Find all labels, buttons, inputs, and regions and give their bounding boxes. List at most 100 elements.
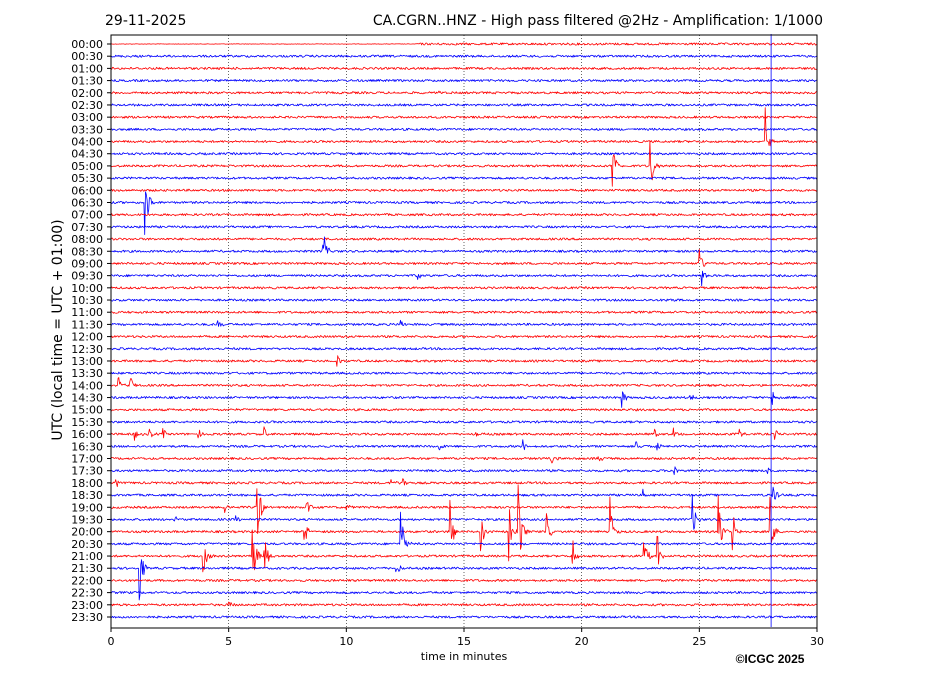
- y-tick-label: 02:00: [71, 87, 103, 100]
- trace-row-0430: [110, 152, 818, 156]
- trace-row-1000: [110, 286, 818, 290]
- y-tick-label: 00:30: [71, 50, 103, 63]
- trace-row-2000: [110, 484, 817, 562]
- trace-row-2100: [111, 529, 818, 573]
- copyright-logo: ©ICGC 2025: [736, 652, 805, 666]
- x-axis: 0 5 10 15 20 25 30: [108, 628, 824, 648]
- y-tick-label: 03:30: [71, 123, 103, 136]
- y-tick-label: 05:30: [71, 172, 103, 185]
- trace-row-1400: [110, 377, 818, 388]
- y-tick-label: 23:00: [71, 599, 103, 612]
- trace-row-0300: [110, 115, 818, 119]
- trace-row-1700: [110, 456, 818, 464]
- trace-row-0330: [110, 127, 818, 131]
- y-tick-label: 18:30: [71, 489, 103, 502]
- y-tick-label: 23:30: [71, 611, 103, 624]
- y-tick-label: 21:30: [71, 562, 103, 575]
- y-tick-label: 04:00: [71, 136, 103, 149]
- trace-row-1330: [110, 371, 818, 375]
- trace-row-1830: [110, 486, 818, 500]
- y-tick-label: 13:00: [71, 355, 103, 368]
- trace-row-0000: [110, 42, 818, 46]
- grid-lines: [228, 35, 700, 628]
- y-tick-label: 19:30: [71, 513, 103, 526]
- y-tick-label: 12:00: [71, 331, 103, 344]
- trace-row-0130: [110, 79, 818, 83]
- trace-row-1200: [110, 335, 818, 339]
- y-tick-label: 11:30: [71, 318, 103, 331]
- y-tick-label: 19:00: [71, 501, 103, 514]
- y-tick-label: 13:30: [71, 367, 103, 380]
- trace-row-1100: [110, 310, 818, 314]
- trace-row-0230: [110, 103, 818, 107]
- x-tick-label: 0: [108, 635, 115, 648]
- y-tick-label: 03:00: [71, 111, 103, 124]
- trace-row-2300: [110, 601, 818, 607]
- trace-row-0400: [110, 107, 818, 147]
- y-tick-label: 05:00: [71, 160, 103, 173]
- y-tick-label: 04:30: [71, 148, 103, 161]
- trace-row-0200: [110, 90, 818, 95]
- y-tick-label: 18:00: [71, 477, 103, 490]
- trace-row-1130: [110, 319, 818, 327]
- traces: [110, 34, 818, 627]
- x-tick-label: 25: [692, 635, 706, 648]
- y-tick-label: 00:00: [71, 38, 103, 51]
- trace-row-0800: [110, 237, 818, 241]
- y-tick-label: 12:30: [71, 343, 103, 356]
- y-tick-label: 07:00: [71, 209, 103, 222]
- y-tick-label: 20:00: [71, 526, 103, 539]
- trace-row-0900: [110, 248, 818, 267]
- y-tick-label: 21:00: [71, 550, 103, 563]
- trace-row-1730: [110, 466, 818, 476]
- trace-row-0930: [110, 270, 818, 287]
- chart-date: 29-11-2025: [105, 13, 186, 29]
- trace-row-1630: [110, 439, 818, 451]
- y-tick-label: 07:30: [71, 221, 103, 234]
- trace-row-2230: [110, 591, 818, 595]
- y-tick-label: 22:30: [71, 587, 103, 600]
- x-tick-label: 15: [457, 635, 471, 648]
- y-axis: 00:0000:3001:0001:3002:0002:3003:0003:30…: [71, 38, 111, 624]
- x-tick-label: 5: [225, 635, 232, 648]
- trace-row-1500: [110, 408, 818, 412]
- y-tick-label: 15:30: [71, 416, 103, 429]
- trace-row-2130: [110, 559, 818, 601]
- y-tick-label: 14:00: [71, 379, 103, 392]
- trace-row-1600: [110, 426, 818, 441]
- y-tick-label: 06:00: [71, 184, 103, 197]
- y-tick-label: 17:30: [71, 465, 103, 478]
- trace-row-1530: [110, 420, 818, 424]
- chart-title: CA.CGRN..HNZ - High pass filtered @2Hz -…: [373, 13, 823, 29]
- y-tick-label: 10:30: [71, 294, 103, 307]
- trace-row-1800: [110, 478, 818, 488]
- y-tick-label: 15:00: [71, 404, 103, 417]
- y-tick-label: 06:30: [71, 196, 103, 209]
- trace-row-0700: [110, 213, 818, 217]
- y-tick-label: 08:00: [71, 233, 103, 246]
- trace-row-2200: [110, 578, 818, 582]
- x-axis-label: time in minutes: [421, 650, 508, 663]
- y-tick-label: 09:00: [71, 257, 103, 270]
- y-tick-label: 14:30: [71, 392, 103, 405]
- y-tick-label: 20:30: [71, 538, 103, 551]
- y-tick-label: 02:30: [71, 99, 103, 112]
- y-tick-label: 10:00: [71, 282, 103, 295]
- trace-row-0530: [110, 176, 818, 180]
- y-tick-label: 01:30: [71, 75, 103, 88]
- y-tick-label: 16:30: [71, 440, 103, 453]
- y-tick-label: 22:00: [71, 574, 103, 587]
- y-tick-label: 01:00: [71, 62, 103, 75]
- trace-row-0030: [110, 54, 818, 58]
- trace-row-0730: [110, 225, 818, 229]
- trace-row-0500: [110, 140, 818, 187]
- trace-row-0630: [110, 191, 818, 236]
- y-tick-label: 09:30: [71, 270, 103, 283]
- y-tick-label: 17:00: [71, 453, 103, 466]
- trace-row-2030: [110, 511, 818, 547]
- y-tick-label: 08:30: [71, 245, 103, 258]
- y-axis-label: UTC (local time = UTC + 01:00): [50, 219, 66, 440]
- x-tick-label: 10: [339, 635, 353, 648]
- x-tick-label: 20: [575, 635, 589, 648]
